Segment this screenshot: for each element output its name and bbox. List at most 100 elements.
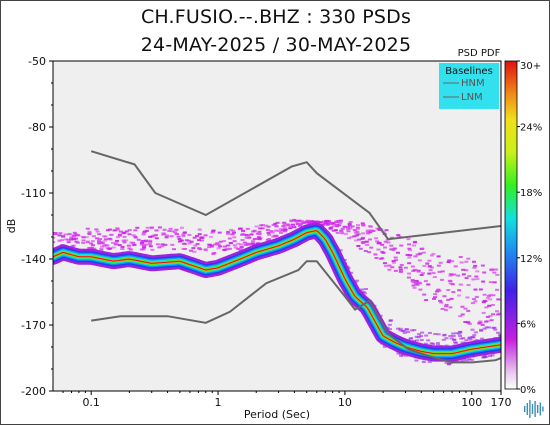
density-cell [375, 240, 380, 243]
density-cell [407, 272, 412, 275]
density-cell [441, 338, 446, 341]
density-cell [260, 227, 265, 230]
density-cell [498, 334, 501, 337]
density-cell [94, 237, 99, 240]
plot-border [52, 60, 502, 392]
density-cell [411, 269, 416, 272]
density-cell [329, 226, 334, 229]
density-cell [196, 239, 201, 242]
density-cell [141, 232, 146, 235]
density-cell [393, 256, 398, 259]
density-cell [361, 241, 366, 244]
density-cell [97, 242, 102, 245]
density-cell [481, 301, 486, 304]
density-cell [478, 288, 483, 291]
density-cell [490, 304, 495, 307]
density-cell [97, 233, 102, 236]
density-cell [413, 240, 418, 243]
density-cell [74, 237, 79, 240]
density-cell [433, 293, 438, 296]
density-cell [409, 337, 414, 340]
density-cell [210, 231, 215, 234]
density-cell [95, 230, 100, 233]
density-cell [113, 243, 118, 246]
density-cell [371, 229, 376, 232]
density-cell [242, 241, 247, 244]
density-cell [384, 229, 389, 232]
density-cell [124, 239, 129, 242]
density-cell [493, 268, 498, 271]
density-cell [460, 305, 465, 308]
density-cell [387, 264, 392, 267]
density-cell [427, 259, 432, 262]
density-cell [496, 331, 501, 334]
density-cell [222, 248, 227, 251]
density-cell [289, 220, 294, 223]
density-cell [117, 233, 122, 236]
density-cell [195, 242, 200, 245]
density-cell [453, 341, 458, 344]
density-cell [133, 235, 138, 238]
density-cell [305, 220, 310, 223]
density-cell [87, 230, 92, 233]
colorbar-tick-label: 24% [520, 123, 542, 134]
density-cell [398, 270, 403, 273]
density-cell [454, 332, 459, 335]
density-cell [72, 231, 77, 234]
colorbar-tick-label: 30+ [520, 61, 541, 72]
density-cell [239, 243, 244, 246]
density-cell [163, 243, 168, 246]
density-cell [142, 246, 147, 249]
density-cell [66, 241, 71, 244]
density-cell [475, 278, 480, 281]
density-cell [232, 244, 237, 247]
density-cell [210, 230, 215, 233]
density-cell [71, 244, 76, 247]
density-cell [142, 230, 147, 233]
y-tick-label: -140 [21, 253, 46, 266]
density-cell [157, 226, 162, 229]
density-cell [451, 291, 456, 294]
density-cell [155, 243, 160, 246]
density-cell [198, 237, 203, 240]
density-cell [403, 266, 408, 269]
density-cell [367, 251, 372, 254]
density-cell [345, 228, 350, 231]
density-cell [167, 229, 172, 232]
legend-title: Baselines [445, 66, 493, 77]
density-cell [468, 338, 473, 341]
density-cell [453, 265, 458, 268]
density-cell [355, 226, 360, 229]
density-cell [139, 241, 144, 244]
density-cell [335, 225, 340, 228]
density-cell [209, 245, 214, 248]
density-cell [241, 229, 246, 232]
density-cell [392, 247, 397, 250]
density-cell [373, 253, 378, 256]
density-cell [492, 326, 497, 329]
density-cell [329, 222, 334, 225]
density-cell [347, 237, 352, 240]
density-cell [422, 265, 427, 268]
density-cell [335, 224, 340, 227]
density-cell [411, 340, 416, 343]
density-cell [473, 300, 478, 303]
density-cell [64, 238, 69, 241]
density-cell [110, 241, 115, 244]
density-cell [417, 333, 422, 336]
y-tick-label: -200 [21, 385, 46, 398]
density-cell [472, 266, 477, 269]
y-axis-label: dB [5, 219, 18, 234]
density-cell [193, 244, 198, 247]
density-cell [127, 233, 132, 236]
density-cell [282, 227, 287, 230]
density-cell [135, 226, 140, 229]
density-cell [267, 233, 272, 236]
density-cell [489, 268, 494, 271]
density-cell [336, 219, 341, 222]
density-cell [436, 288, 441, 291]
density-cell [145, 226, 150, 229]
density-cell [400, 354, 405, 357]
density-cell [115, 227, 120, 230]
logo-bar [534, 401, 536, 417]
